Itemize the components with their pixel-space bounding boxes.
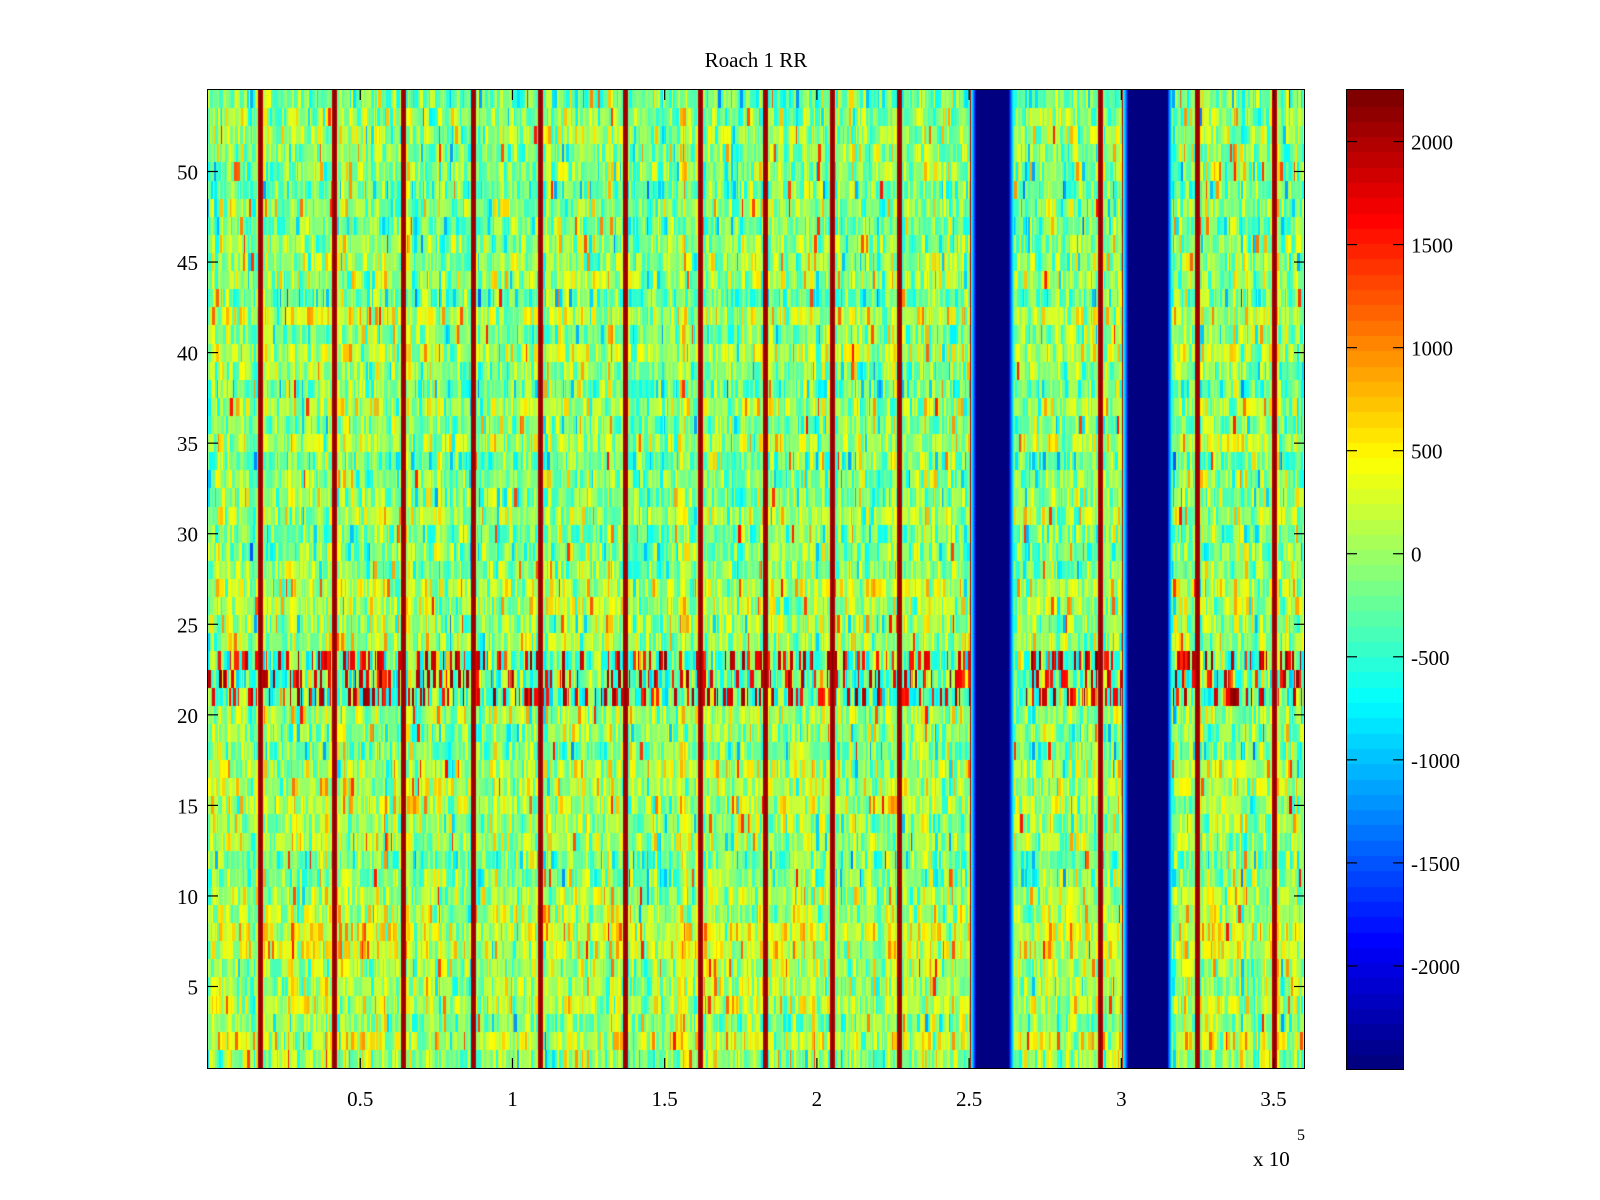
colorbar-tick-label: -1000 — [1411, 749, 1460, 773]
colorbar-frame — [1346, 89, 1404, 1070]
colorbar-tick-label: 500 — [1411, 440, 1443, 464]
x-exponent-label: x 10 — [1253, 1147, 1290, 1171]
x-tick-label: 0.5 — [347, 1087, 373, 1111]
y-tick-label: 25 — [177, 613, 198, 637]
y-tick-label: 40 — [177, 342, 198, 366]
y-tick-label: 45 — [177, 251, 198, 275]
x-tick-label: 2 — [812, 1087, 823, 1111]
x-tick-label: 1 — [507, 1087, 518, 1111]
colorbar — [1347, 90, 1403, 1069]
x-exponent-power: 5 — [1297, 1127, 1305, 1144]
x-tick-label: 1.5 — [652, 1087, 678, 1111]
x-tick-label: 3.5 — [1260, 1087, 1286, 1111]
y-tick-label: 5 — [188, 976, 199, 1000]
colorbar-tick-label: 1500 — [1411, 234, 1453, 258]
colorbar-tick-label: 1000 — [1411, 337, 1453, 361]
y-tick-label: 30 — [177, 523, 198, 547]
colorbar-tick-label: -500 — [1411, 646, 1450, 670]
colorbar-tick-label: 0 — [1411, 543, 1422, 567]
y-tick-label: 10 — [177, 885, 198, 909]
colorbar-tick-label: 2000 — [1411, 131, 1453, 155]
colorbar-tick-label: -1500 — [1411, 852, 1460, 876]
y-tick-label: 15 — [177, 794, 198, 818]
colorbar-tick-label: -2000 — [1411, 955, 1460, 979]
y-tick-label: 50 — [177, 161, 198, 185]
x-tick-label: 2.5 — [956, 1087, 982, 1111]
y-tick-label: 20 — [177, 704, 198, 728]
heatmap-cells — [208, 90, 1304, 1068]
chart-title: Roach 1 RR — [704, 48, 808, 72]
x-tick-label: 3 — [1116, 1087, 1127, 1111]
y-tick-label: 35 — [177, 432, 198, 456]
heatmap-plot-area — [207, 89, 1305, 1069]
